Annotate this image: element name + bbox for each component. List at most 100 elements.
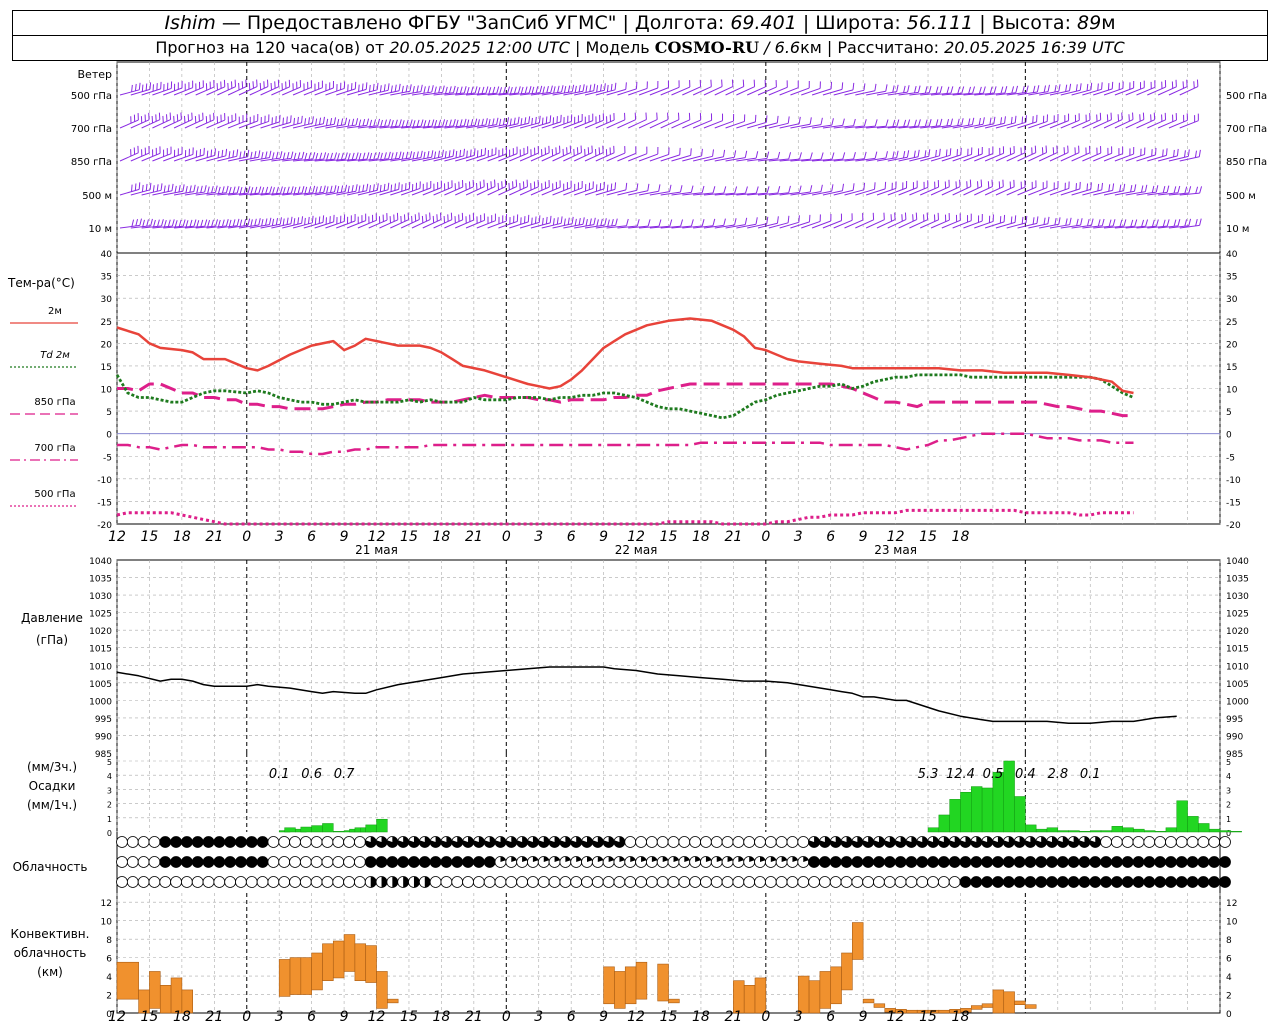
wind-barb-shaft: [163, 225, 184, 229]
wind-barb-feather: [340, 152, 344, 160]
wind-barb-feather: [502, 118, 506, 126]
wind-barb-shaft: [271, 157, 292, 162]
wind-barb-shaft: [811, 88, 832, 96]
pressure-line: [116, 666, 1177, 724]
temp-ytick: 35: [101, 273, 112, 283]
wind-barb-shaft: [249, 86, 269, 96]
wind-barb-feather: [546, 86, 549, 94]
cloud-symbol: [721, 836, 734, 848]
wind-barb-feather: [265, 151, 268, 159]
wind-barb-feather: [366, 183, 369, 191]
wind-title: Ветер: [78, 68, 112, 81]
wind-barb-shaft: [1136, 191, 1157, 196]
wind-barb-shaft: [1114, 119, 1134, 129]
wind-barb-shaft: [963, 123, 984, 129]
wind-barb-shaft: [898, 91, 919, 96]
wind-barb-feather: [939, 118, 943, 126]
wind-barb-feather: [853, 118, 856, 126]
pres-ytick: 1005: [89, 680, 112, 690]
precip-bar: [1046, 827, 1059, 833]
cloud-fill-part: [641, 856, 647, 862]
cloud-fill-full: [224, 856, 236, 868]
wind-barb-shaft: [779, 191, 800, 196]
wind-barb-feather: [269, 186, 273, 194]
cloud-symbol: [1165, 836, 1177, 848]
wind-barb-shaft: [606, 225, 627, 229]
cloud-symbol: [354, 856, 366, 868]
wind-barb-feather: [1145, 219, 1149, 227]
cloud-symbol: [1154, 836, 1167, 848]
wind-barb-shaft: [119, 89, 140, 96]
wind-barb-feather: [1058, 217, 1061, 225]
cloud-fill-part: [500, 856, 506, 862]
wind-barb-feather: [1130, 219, 1134, 227]
wind-barb-feather: [949, 148, 952, 156]
wind-barb-feather: [315, 118, 318, 126]
wind-barb-shaft: [260, 86, 279, 96]
wind-barb-shaft: [130, 88, 151, 96]
wind-barb-shaft: [444, 155, 464, 162]
conv-cloud-bar: [624, 966, 637, 1005]
wind-barb-feather: [297, 152, 301, 160]
cloud-fill-full: [213, 856, 225, 868]
temp-ytick-right: 25: [1226, 318, 1237, 328]
cloud-symbol: [624, 876, 637, 888]
day-label: 21 мая: [355, 543, 398, 557]
wind-barb-shaft: [141, 88, 161, 96]
latitude-value: 56.111: [906, 12, 974, 34]
wind-barb-shaft: [909, 125, 930, 129]
wind-barb-shaft: [995, 221, 1016, 229]
cloud-symbol: [548, 876, 561, 888]
wind-barb-feather: [1123, 183, 1126, 191]
bottom-hour-tick-label: 9: [599, 1009, 608, 1024]
wind-barb-shaft: [638, 153, 658, 162]
pres-ytick: 1000: [89, 697, 112, 707]
wind-barb-feather: [185, 186, 188, 194]
cloud-symbol: [656, 876, 669, 888]
wind-barb-shaft: [433, 125, 454, 129]
cloud-fill-part: [1057, 836, 1069, 848]
wind-barb-feather: [968, 86, 972, 94]
wind-barb-feather: [279, 217, 282, 225]
wind-barb-feather: [809, 185, 813, 193]
wind-barb-shaft: [984, 221, 1005, 229]
cloud-fill-part: [381, 876, 388, 888]
cloud-fill-full: [159, 856, 171, 868]
wind-barb-shaft: [141, 152, 161, 162]
wind-barb-shaft: [119, 188, 140, 196]
wind-barb-feather: [325, 118, 329, 126]
conv-cloud-bar: [1025, 1004, 1037, 1009]
cloud-fill-full: [430, 856, 442, 868]
wind-barb-feather: [366, 152, 370, 160]
wind-barb-shaft: [228, 156, 248, 162]
wind-barb-feather: [1151, 185, 1155, 193]
wind-barb-feather: [669, 184, 672, 192]
wind-barb-feather: [507, 86, 511, 94]
wind-barb-shaft: [401, 157, 421, 162]
wind-barb-feather: [463, 86, 467, 94]
header-station-line: Ishim — Предоставлено ФГБУ "ЗапСиб УГМС"…: [12, 10, 1268, 36]
cloud-fill-part: [1078, 836, 1090, 848]
wind-barb-feather: [434, 151, 437, 159]
wind-barb-feather: [712, 218, 716, 226]
cloud-fill-full: [970, 876, 982, 888]
wind-barb-feather: [809, 152, 813, 160]
wind-barb-shaft: [1147, 225, 1168, 229]
cloud-symbol: [126, 856, 139, 868]
conv-cloud-bar: [992, 989, 1005, 1014]
wind-barb-feather: [145, 83, 148, 91]
wind-barb-shaft: [1049, 187, 1070, 196]
wind-barb-shaft: [649, 191, 670, 196]
pres-ytick-right: 1005: [1226, 680, 1249, 690]
wind-barb-shaft: [476, 186, 496, 196]
wind-barb-feather: [134, 183, 137, 191]
cloud-symbol: [678, 836, 691, 848]
cloud-fill-full: [376, 856, 388, 868]
wind-barb-feather: [982, 86, 986, 94]
wind-barb-feather: [449, 86, 452, 94]
wind-barb-shaft: [465, 219, 485, 229]
wind-barb-shaft: [703, 192, 724, 196]
precip-total: 0.1: [269, 767, 290, 782]
cloud-symbol: [137, 856, 150, 868]
hour-tick-label: 12: [108, 529, 126, 545]
